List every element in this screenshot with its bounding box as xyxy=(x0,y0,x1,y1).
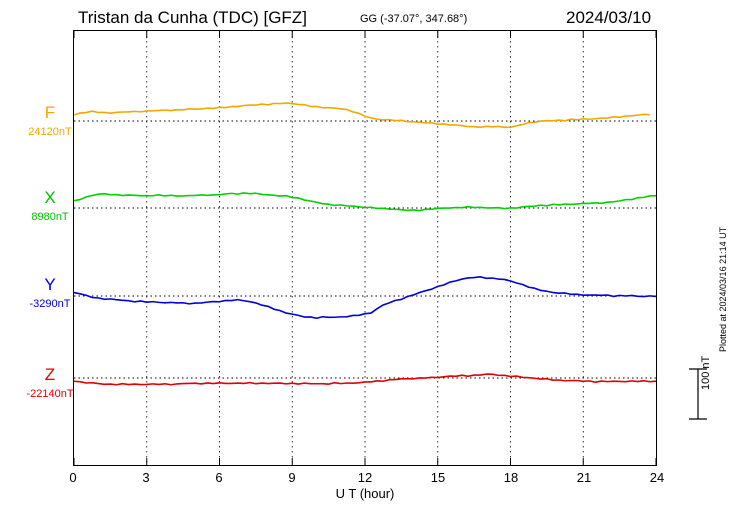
page-title: Tristan da Cunha (TDC) [GFZ] xyxy=(78,8,307,27)
component-label-X: X xyxy=(44,188,56,207)
xtick-18: 18 xyxy=(503,470,519,485)
component-label-Y: Y xyxy=(44,275,56,294)
scale-bar-icon xyxy=(689,368,707,420)
plotted-timestamp: Plotted at 2024/03/16 21:14 UT xyxy=(718,226,728,352)
xtick-3: 3 xyxy=(142,470,150,485)
xtick-12: 12 xyxy=(357,470,373,485)
geographic-coordinates: GG (-37.07°, 347.68°) xyxy=(360,13,468,25)
xtick-0: 0 xyxy=(69,470,77,485)
component-baseline-Y: -3290nT xyxy=(29,298,71,310)
component-baseline-X: 8980nT xyxy=(31,211,69,223)
xtick-24: 24 xyxy=(649,470,665,485)
xtick-21: 21 xyxy=(576,470,592,485)
component-label-Z: Z xyxy=(44,365,56,384)
xtick-15: 15 xyxy=(430,470,446,485)
component-baseline-Z: -22140nT xyxy=(26,388,74,400)
xtick-6: 6 xyxy=(215,470,223,485)
x-axis-label: U T (hour) xyxy=(335,486,395,501)
observation-date: 2024/03/10 xyxy=(566,8,652,27)
xtick-9: 9 xyxy=(288,470,296,485)
magnetogram-traces xyxy=(74,31,656,465)
plot-area xyxy=(73,30,657,466)
scale-bar-label: 100 nT xyxy=(700,355,712,390)
component-label-F: F xyxy=(44,103,56,122)
component-baseline-F: 24120nT xyxy=(28,126,72,138)
